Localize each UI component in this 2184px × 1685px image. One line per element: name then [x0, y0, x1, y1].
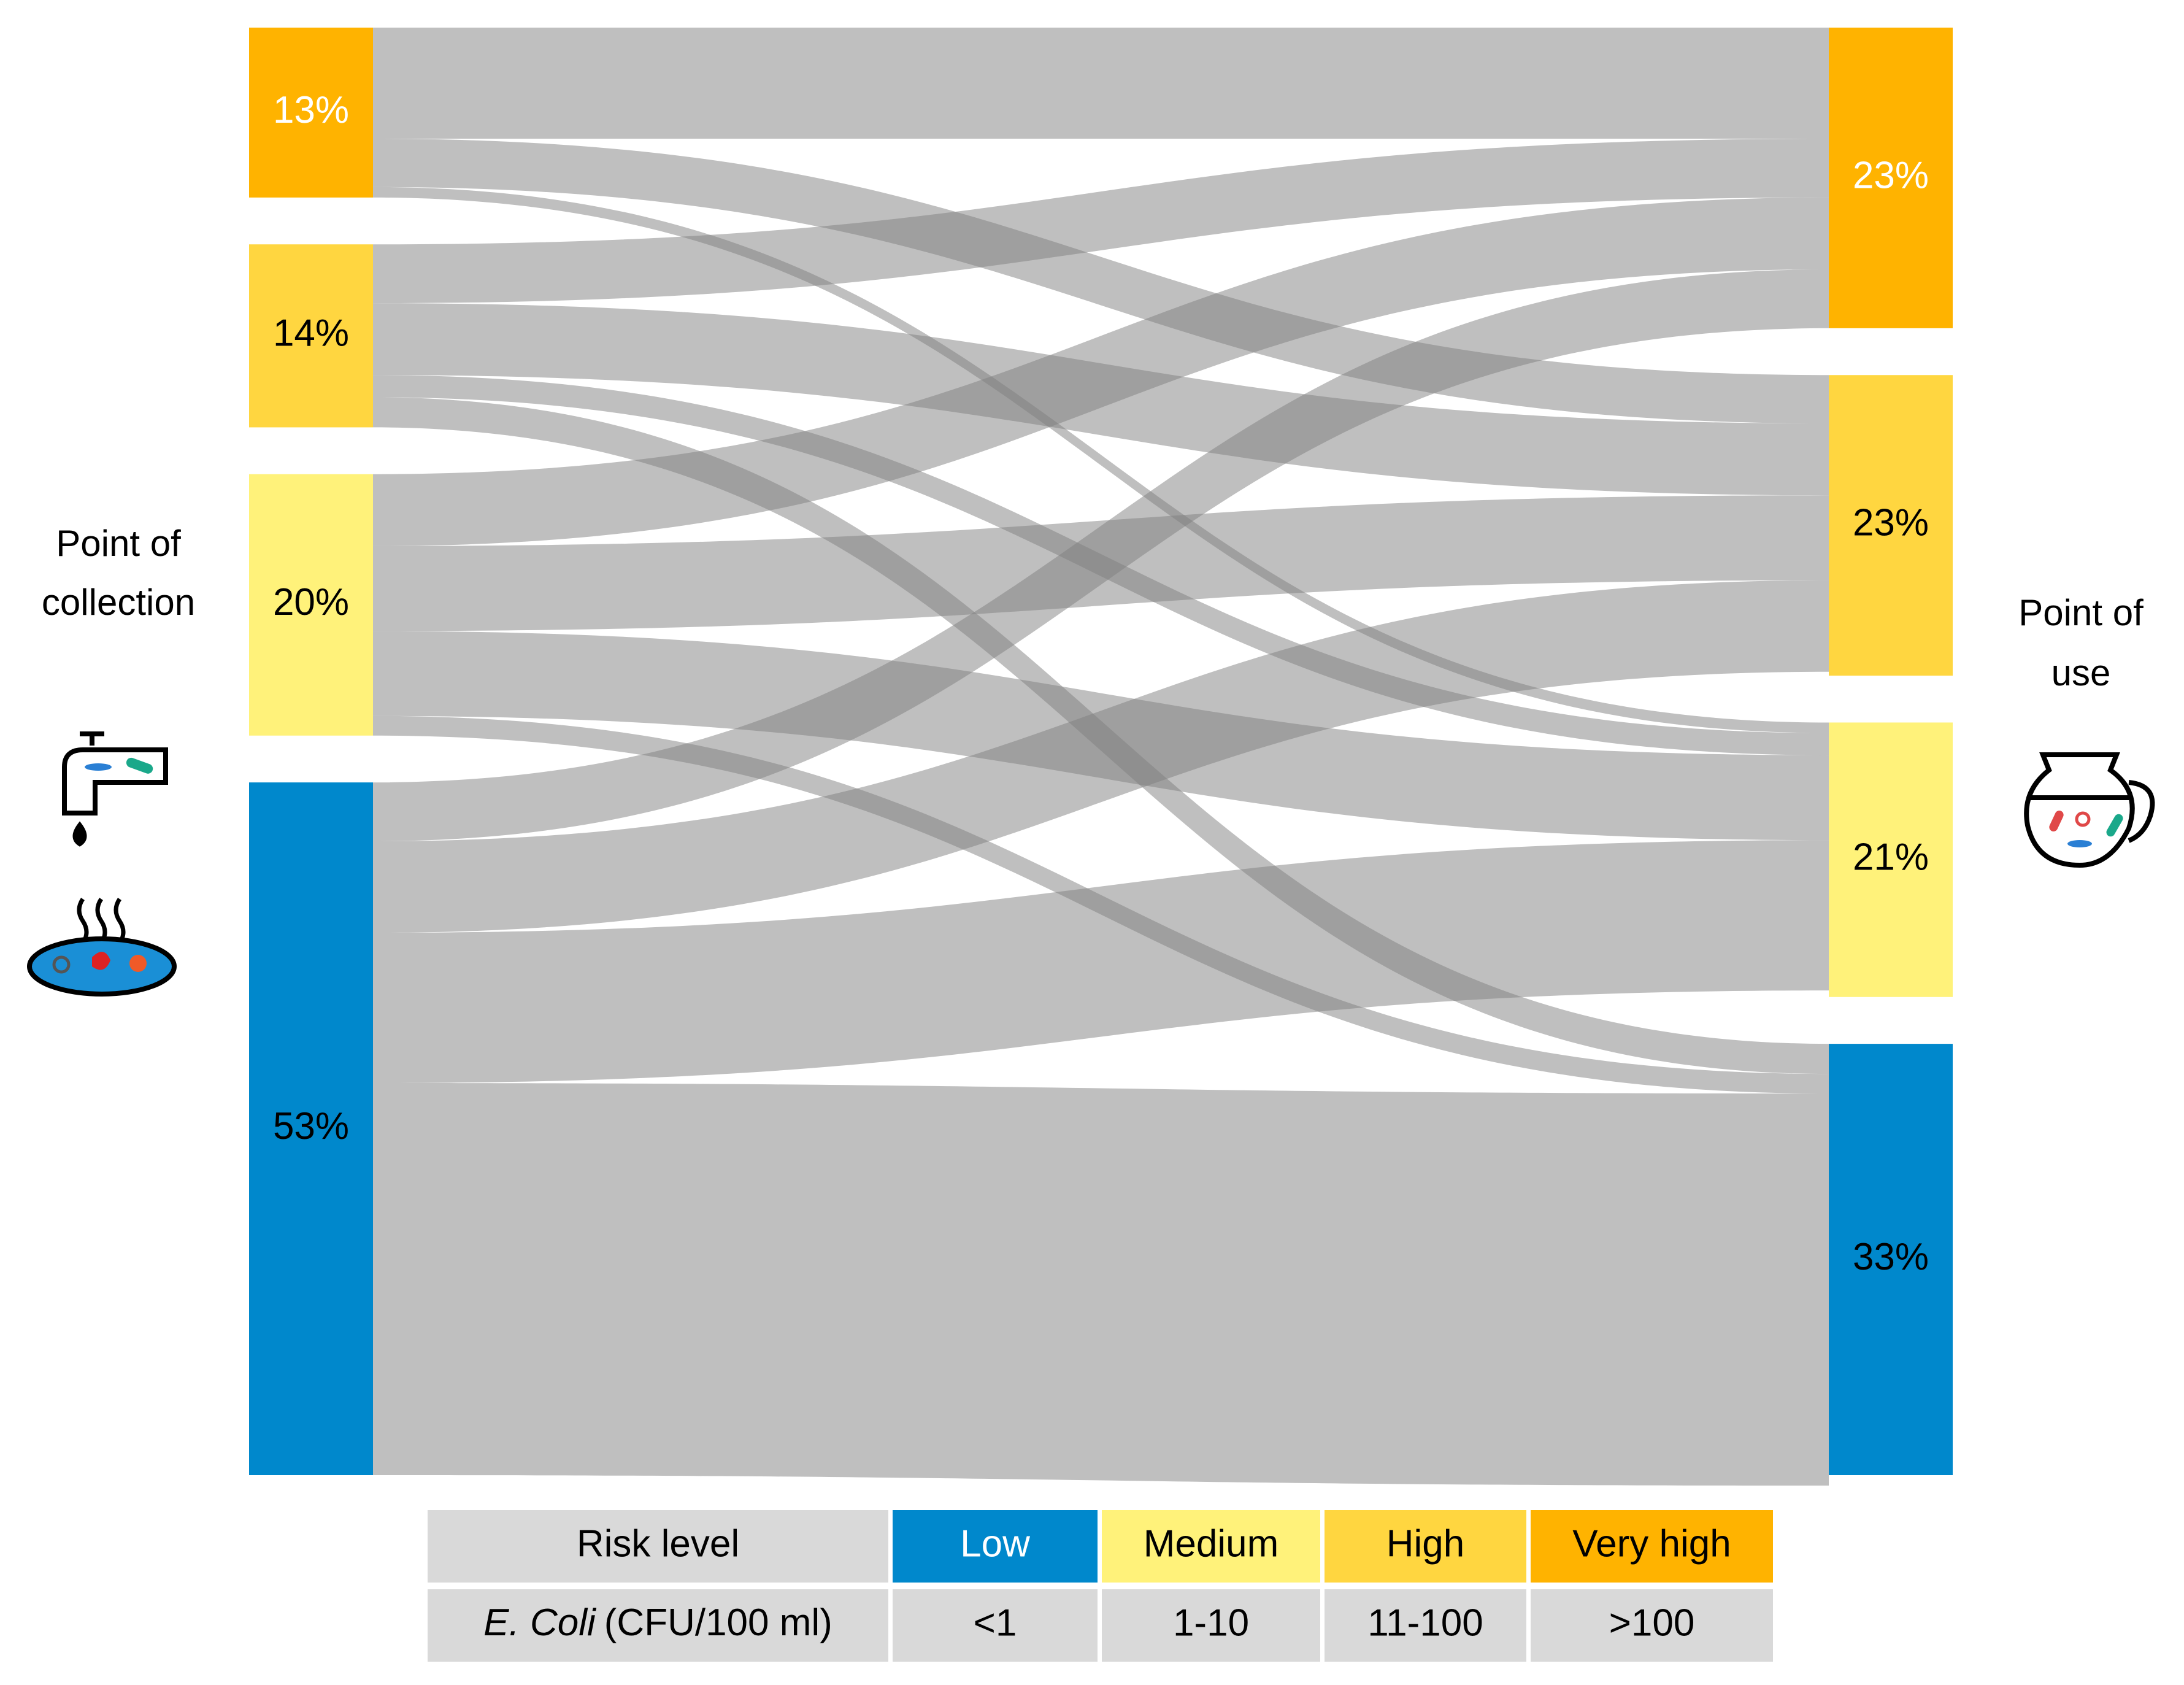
legend-range-cell — [1102, 1589, 1320, 1662]
legend-row-cell — [428, 1589, 888, 1662]
legend-range-cell — [1531, 1589, 1773, 1662]
left-label: collection — [42, 582, 195, 623]
legend-range: 1-10 — [1173, 1602, 1249, 1644]
legend-range: <1 — [974, 1602, 1017, 1644]
legend-swatch — [893, 1510, 1098, 1583]
legend-range-cell — [1325, 1589, 1526, 1662]
flow — [373, 580, 1829, 933]
node-label: 13% — [273, 89, 349, 131]
legend-name: Medium — [1144, 1522, 1279, 1565]
node-label: 14% — [273, 312, 349, 355]
node — [1829, 375, 1953, 676]
right-label: Point of — [2018, 592, 2144, 633]
node-label: 53% — [273, 1105, 349, 1147]
nodes: 13% 14% 20% 53% 23% 23% 21% 33% — [249, 28, 1953, 1475]
side-labels: Point of collection Point of use — [42, 523, 2144, 693]
legend-row-title-part: (CFU/100 ml) — [604, 1602, 832, 1644]
node — [249, 782, 373, 1475]
legend-swatch — [1531, 1510, 1773, 1583]
legend-name: High — [1386, 1522, 1465, 1565]
legend-row-title-part: E. Coli — [483, 1602, 597, 1644]
right-label: use — [2051, 652, 2111, 693]
legend-range: 11-100 — [1367, 1602, 1483, 1644]
links — [373, 28, 1829, 1486]
legend-name: Very high — [1572, 1522, 1731, 1565]
legend-header-cell — [428, 1510, 888, 1583]
legend-name: Low — [960, 1522, 1030, 1565]
node — [249, 244, 373, 428]
node — [1829, 1044, 1953, 1475]
flow — [373, 840, 1829, 1083]
legend-swatch — [1102, 1510, 1320, 1583]
node — [1829, 28, 1953, 328]
flow — [373, 197, 1829, 546]
node — [249, 28, 373, 198]
flow — [373, 269, 1829, 841]
left-label: Point of — [56, 523, 181, 564]
legend-swatch — [1325, 1510, 1526, 1583]
node-label: 21% — [1853, 836, 1929, 878]
pot-icon — [27, 898, 177, 997]
flow — [373, 139, 1829, 304]
flow — [373, 1083, 1829, 1486]
node — [249, 474, 373, 736]
legend: Risk level E. Coli (CFU/100 ml) Low <1 Medium… — [428, 1510, 1773, 1662]
node-label: 20% — [273, 581, 349, 623]
legend-row-title: E. Coli (CFU/100 ml) — [483, 1602, 832, 1644]
flow — [373, 28, 1829, 139]
legend-range-cell — [893, 1589, 1098, 1662]
legend-title: Risk level — [577, 1522, 739, 1565]
tap-icon — [62, 731, 168, 847]
legend-range: >100 — [1609, 1602, 1695, 1644]
jug-icon — [2024, 752, 2155, 868]
node — [1829, 722, 1953, 997]
flow — [373, 187, 1829, 733]
node-label: 23% — [1853, 502, 1929, 544]
node-label: 33% — [1853, 1236, 1929, 1278]
node-label: 23% — [1853, 154, 1929, 196]
